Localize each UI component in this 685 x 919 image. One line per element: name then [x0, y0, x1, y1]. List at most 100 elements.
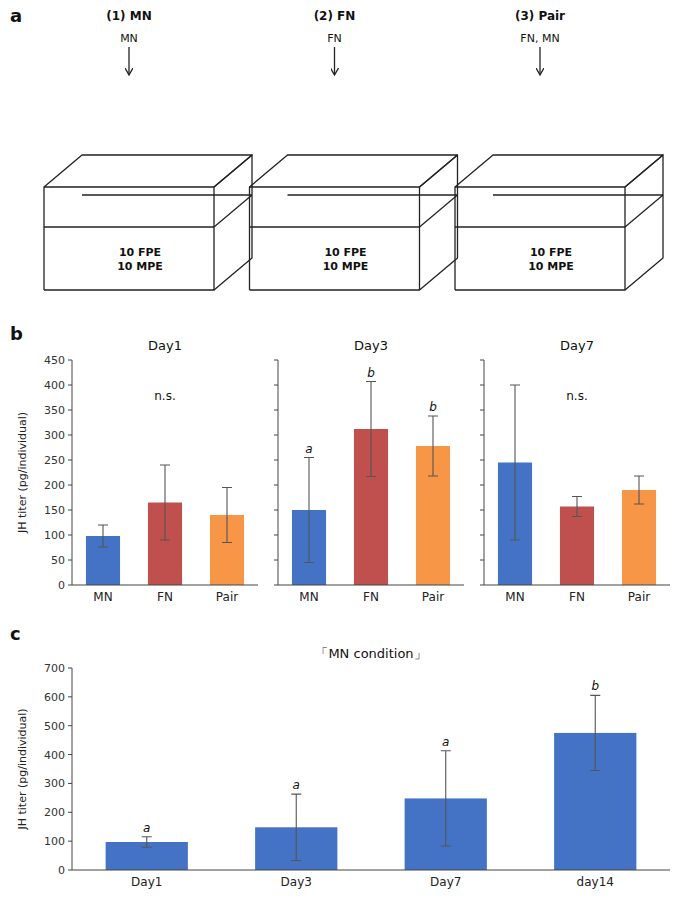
x-tick-label: MN [93, 590, 112, 604]
error-bar [572, 497, 582, 517]
annotation: a [293, 778, 300, 792]
y-tick-label: 50 [51, 554, 65, 567]
x-tick-label: Day1 [131, 875, 162, 889]
y-tick-label: 400 [44, 379, 65, 392]
tray-top [455, 155, 663, 187]
group-label: (1) MN [106, 9, 151, 23]
diagram: (1) MNMN10 FPE10 MPE(2) FNFN10 FPE10 MPE… [44, 9, 663, 290]
y-tick [68, 585, 72, 586]
y-tick-label: 100 [44, 529, 65, 542]
y-tick-label: 0 [58, 579, 65, 592]
y-axis [72, 668, 73, 870]
y-tick [480, 560, 484, 561]
chart-title: Day1 [148, 338, 182, 353]
tray-front [44, 187, 214, 290]
arrow [128, 47, 129, 74]
y-tick-label: 400 [44, 749, 65, 762]
x-axis [484, 585, 670, 586]
x-tick-label: FN [363, 590, 379, 604]
y-axis [72, 360, 73, 585]
y-axis-label: JH titer (pg/individual) [16, 708, 29, 830]
error-bar [304, 458, 314, 563]
y-tick [480, 485, 484, 486]
tray-shelf [44, 226, 214, 227]
arrow-label: FN [327, 32, 342, 45]
x-tick-label: Day3 [281, 875, 312, 889]
y-tick-label: 200 [44, 479, 65, 492]
y-tick [480, 460, 484, 461]
y-tick-label: 300 [44, 777, 65, 790]
error-bar [634, 476, 644, 504]
y-tick [480, 385, 484, 386]
y-tick [274, 485, 278, 486]
y-tick-label: 100 [44, 835, 65, 848]
tray-text-line: 10 MPE [323, 260, 369, 273]
y-axis [278, 360, 279, 585]
tray-side [214, 155, 252, 290]
tray-shelf-back [288, 194, 458, 195]
tray-shelf [455, 226, 625, 227]
y-tick [68, 812, 72, 813]
y-tick [274, 360, 278, 361]
marks [292, 382, 450, 586]
y-tick [274, 510, 278, 511]
annotation: n.s. [566, 389, 588, 403]
tray-front [455, 187, 625, 290]
marks [86, 465, 244, 585]
chart-title: 「MN condition」 [315, 646, 426, 661]
tray-top [250, 155, 458, 187]
y-tick [68, 360, 72, 361]
y-tick [274, 385, 278, 386]
arrow-label: FN, MN [520, 32, 559, 45]
y-tick [274, 560, 278, 561]
error-bar [510, 385, 520, 540]
panel-label: c [10, 623, 21, 644]
error-bar [222, 488, 232, 543]
y-tick-label: 200 [44, 806, 65, 819]
x-tick-label: FN [569, 590, 585, 604]
y-tick [480, 360, 484, 361]
tray-shelf-side [214, 195, 252, 227]
tray-text-line: 10 FPE [530, 246, 572, 259]
y-tick-label: 600 [44, 691, 65, 704]
x-axis [278, 585, 464, 586]
error-bar [291, 794, 301, 860]
figure: a(1) MNMN10 FPE10 MPE(2) FNFN10 FPE10 MP… [0, 0, 685, 919]
bar-chart: n.s.MNFNPairDay7 [480, 338, 670, 604]
y-tick-label: 300 [44, 429, 65, 442]
y-tick [274, 535, 278, 536]
annotation: b [591, 679, 599, 693]
y-tick [68, 870, 72, 871]
y-axis-label: JH titer (pg/individual) [16, 412, 29, 534]
y-tick [480, 585, 484, 586]
y-tick [480, 535, 484, 536]
y-tick [480, 510, 484, 511]
error-bar [428, 416, 438, 476]
group-label: (2) FN [314, 9, 356, 23]
tray-top [44, 155, 252, 187]
y-tick [68, 725, 72, 726]
y-tick [68, 510, 72, 511]
x-tick-label: MN [505, 590, 524, 604]
x-tick-label: Pair [628, 590, 650, 604]
group-label: (3) Pair [515, 9, 565, 23]
annotation: n.s. [154, 389, 176, 403]
error-bar [98, 525, 108, 547]
tray-front [250, 187, 420, 290]
error-bar [590, 695, 600, 770]
bar [560, 507, 594, 586]
tray-side [625, 155, 663, 290]
y-tick [480, 435, 484, 436]
panel-label: a [10, 5, 22, 26]
bar-chart: 050100150200250300350400450n.s.MNFNPairD… [16, 338, 258, 604]
y-tick [68, 485, 72, 486]
y-tick-label: 700 [44, 662, 65, 675]
tray-text: 10 FPE10 MPE [323, 246, 369, 273]
arrow [539, 47, 540, 74]
arrow [334, 47, 335, 74]
marks [106, 695, 637, 870]
tray-shelf-back [493, 194, 663, 195]
y-tick [480, 410, 484, 411]
chart-title: Day3 [354, 338, 388, 353]
bar-chart: abbMNFNPairDay3 [274, 338, 464, 604]
